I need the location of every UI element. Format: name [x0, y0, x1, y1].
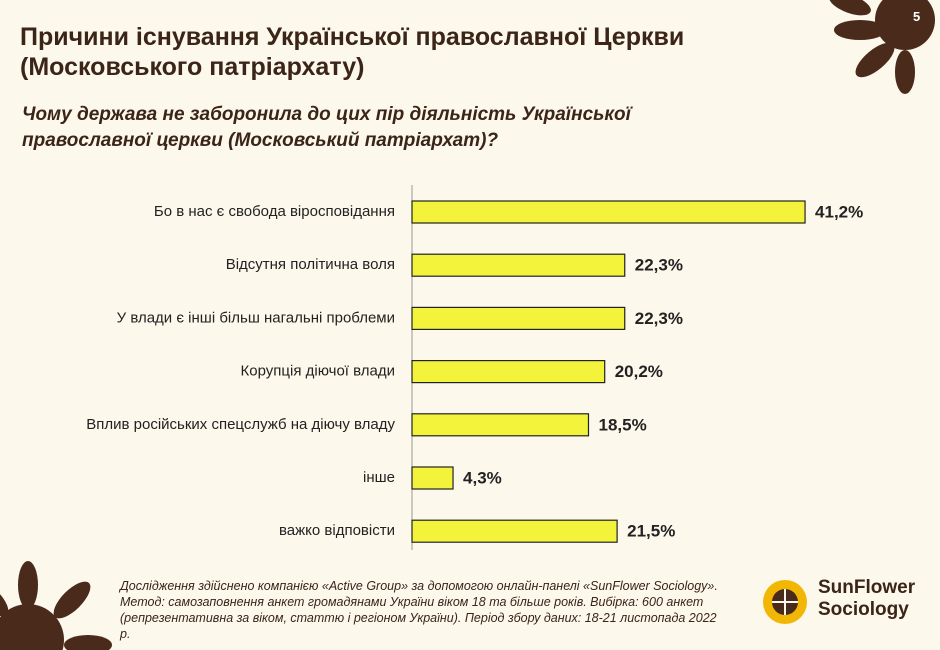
category-label: Корупція діючої влади	[241, 363, 395, 380]
chart-title: Причини існування Української православн…	[20, 23, 685, 81]
bar	[411, 306, 626, 330]
value-label: 22,3%	[635, 256, 683, 275]
category-label: Вплив російських спецслужб на діючу влад…	[86, 416, 395, 433]
category-label: У влади є інші більш нагальні проблеми	[117, 309, 395, 326]
value-label: 18,5%	[598, 415, 646, 434]
value-label: 21,5%	[627, 522, 675, 541]
bar	[411, 253, 626, 277]
chart-subtitle: Чому держава не заборонила до цих пір ді…	[22, 104, 631, 151]
category-label: інше	[363, 469, 395, 486]
bar	[411, 360, 606, 384]
bar	[411, 519, 618, 543]
bar	[411, 413, 590, 437]
category-label: Бо в нас є свобода віросповідання	[154, 203, 395, 220]
value-label: 4,3%	[463, 468, 502, 487]
logo-icon	[763, 580, 807, 624]
category-label: важко відповісти	[279, 522, 395, 539]
bar	[411, 200, 806, 224]
page-number: 5	[913, 9, 921, 24]
logo-text: SunFlower Sociology	[818, 577, 916, 620]
corner-flower	[0, 561, 112, 650]
bar	[411, 466, 454, 490]
chart: Бо в нас є свобода віросповідання 41,2% Ві…	[86, 185, 863, 550]
corner-flower	[829, 0, 935, 94]
category-label: Відсутня політична воля	[226, 256, 395, 273]
value-label: 41,2%	[815, 202, 863, 221]
value-label: 20,2%	[615, 362, 663, 381]
footnote: Дослідження здійснено компанією «Active …	[120, 579, 718, 641]
value-label: 22,3%	[635, 309, 683, 328]
